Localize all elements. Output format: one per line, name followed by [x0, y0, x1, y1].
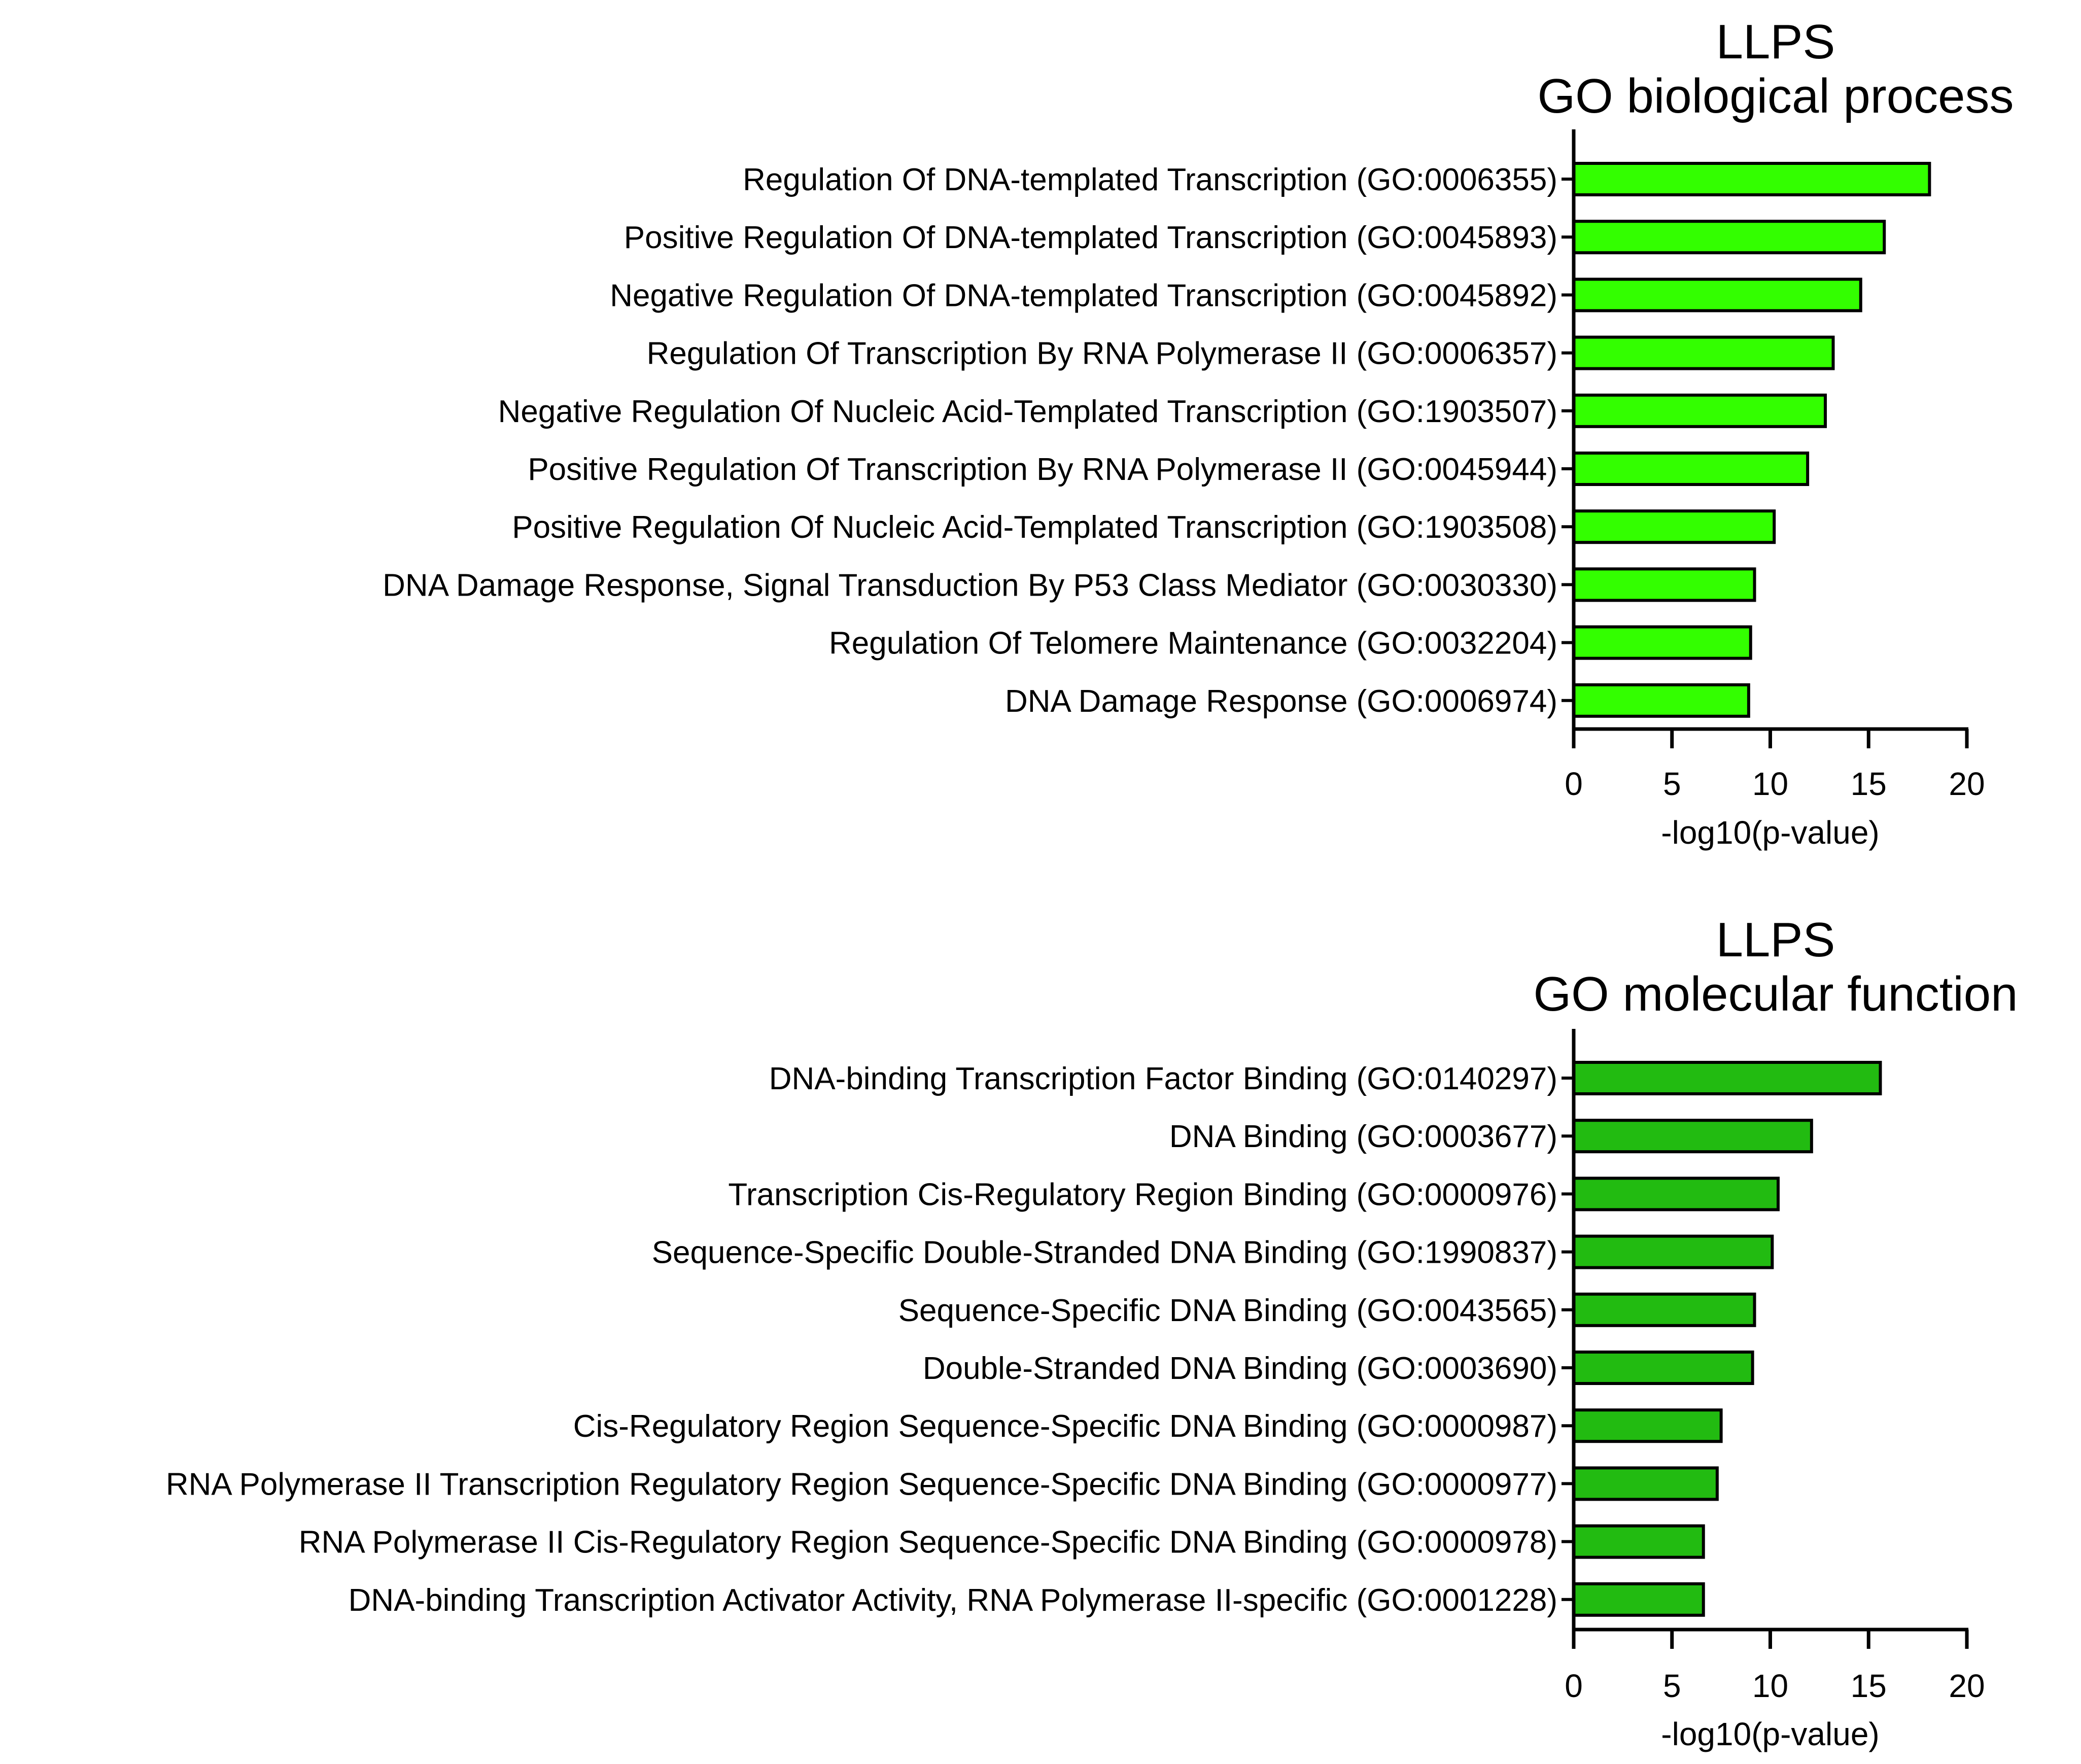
x-tick-label: 20 [1949, 1668, 1985, 1704]
bar [1572, 1177, 1780, 1212]
chart-title: LLPS [1716, 913, 1835, 967]
bar [1572, 1524, 1705, 1559]
category-label: Positive Regulation Of DNA-templated Tra… [624, 220, 1557, 255]
category-label: Positive Regulation Of Transcription By … [528, 452, 1557, 487]
x-tick-label: 10 [1752, 766, 1788, 802]
x-tick-label: 20 [1949, 766, 1985, 802]
chart-title: LLPS [1716, 15, 1835, 69]
bar [1572, 683, 1750, 718]
bar [1572, 625, 1752, 660]
x-tick-label: 0 [1565, 766, 1583, 802]
x-axis-title: -log10(p-value) [1661, 1716, 1879, 1752]
category-label: RNA Polymerase II Cis-Regulatory Region … [299, 1525, 1557, 1560]
category-label: Cis-Regulatory Region Sequence-Specific … [573, 1409, 1557, 1444]
category-label: Sequence-Specific Double-Stranded DNA Bi… [652, 1235, 1557, 1270]
bar [1572, 567, 1756, 602]
category-label: Negative Regulation Of Nucleic Acid-Temp… [498, 394, 1557, 429]
x-axis-title: -log10(p-value) [1661, 814, 1879, 851]
category-label: DNA-binding Transcription Activator Acti… [349, 1583, 1557, 1618]
category-label: Transcription Cis-Regulatory Region Bind… [728, 1177, 1557, 1212]
bar [1572, 335, 1835, 370]
bar [1572, 1292, 1756, 1327]
category-label: Positive Regulation Of Nucleic Acid-Temp… [512, 510, 1557, 545]
category-label: Double-Stranded DNA Binding (GO:0003690) [923, 1351, 1557, 1386]
bar [1572, 162, 1931, 196]
chart-subtitle: GO molecular function [1533, 967, 2018, 1021]
bar [1572, 509, 1776, 544]
category-label: DNA Damage Response (GO:0006974) [1005, 684, 1557, 719]
x-tick-label: 5 [1663, 766, 1681, 802]
category-label: RNA Polymerase II Transcription Regulato… [166, 1467, 1557, 1502]
bar [1572, 1408, 1723, 1443]
x-tick-label: 15 [1851, 766, 1887, 802]
category-label: Regulation Of DNA-templated Transcriptio… [743, 162, 1557, 197]
bar [1572, 1234, 1774, 1269]
x-tick-label: 0 [1565, 1668, 1583, 1704]
bar [1572, 1582, 1705, 1617]
bar [1572, 1061, 1882, 1095]
bar [1572, 452, 1810, 486]
bar [1572, 1466, 1719, 1501]
bar [1572, 220, 1886, 255]
category-label: Regulation Of Telomere Maintenance (GO:0… [829, 626, 1557, 661]
category-label: DNA Binding (GO:0003677) [1169, 1119, 1557, 1154]
category-label: Sequence-Specific DNA Binding (GO:004356… [898, 1293, 1557, 1328]
bar [1572, 278, 1862, 313]
bar [1572, 1119, 1813, 1154]
category-label: DNA-binding Transcription Factor Binding… [769, 1061, 1557, 1096]
category-label: Regulation Of Transcription By RNA Polym… [647, 336, 1557, 371]
x-tick-label: 10 [1752, 1668, 1788, 1704]
chart-subtitle: GO biological process [1537, 69, 2014, 123]
x-tick-label: 15 [1851, 1668, 1887, 1704]
bar [1572, 393, 1827, 428]
bar [1572, 1351, 1754, 1385]
x-tick-label: 5 [1663, 1668, 1681, 1704]
category-label: DNA Damage Response, Signal Transduction… [383, 568, 1557, 603]
category-label: Negative Regulation Of DNA-templated Tra… [610, 278, 1557, 313]
